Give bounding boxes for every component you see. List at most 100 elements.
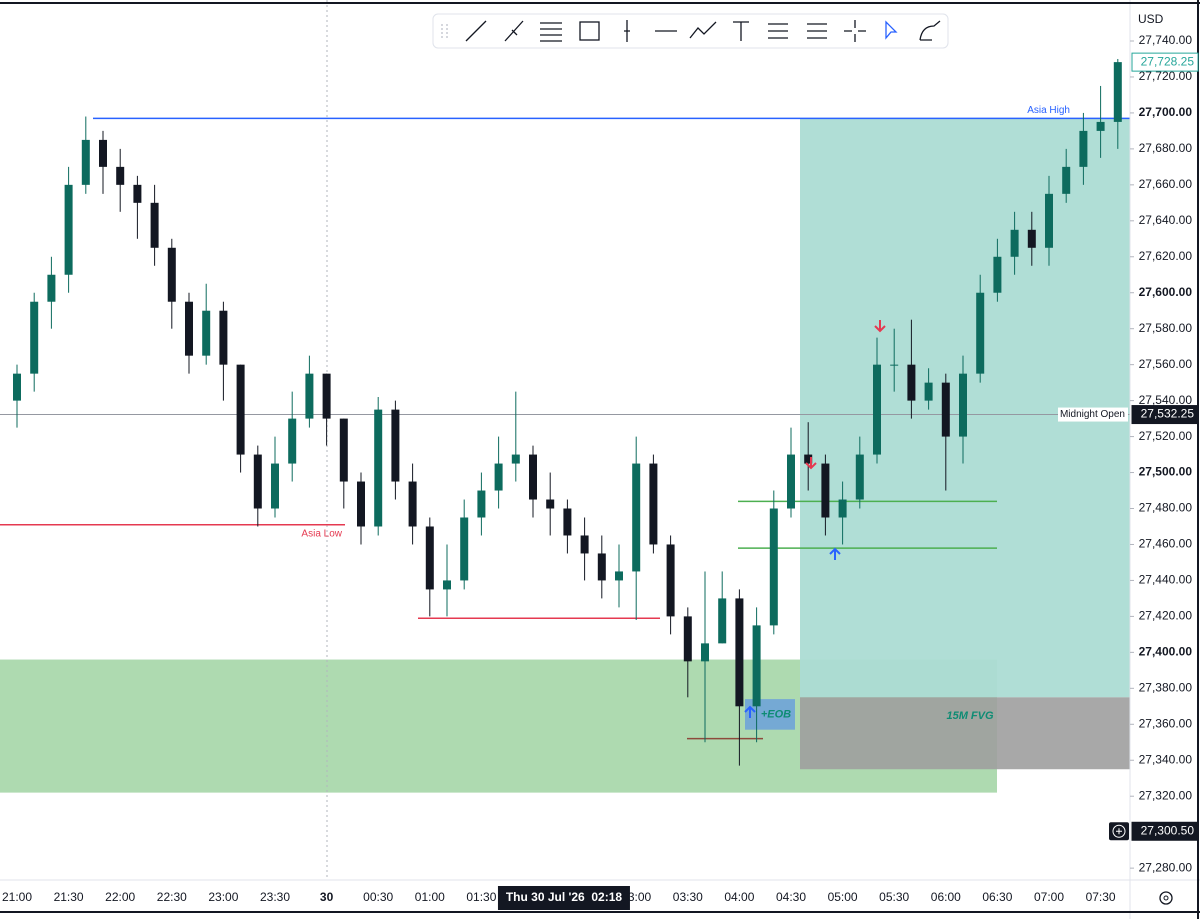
candle-body bbox=[735, 598, 744, 707]
candle-body bbox=[666, 544, 675, 617]
x-tick-label: 21:00 bbox=[2, 890, 32, 904]
candle-body bbox=[580, 535, 589, 554]
level-label: Midnight Open bbox=[1060, 409, 1125, 420]
candle-body bbox=[683, 616, 692, 662]
settings-icon[interactable] bbox=[1159, 891, 1173, 905]
candle-body bbox=[769, 508, 778, 626]
y-tick-label: 27,280.00 bbox=[1139, 860, 1193, 874]
candle-body bbox=[339, 418, 348, 482]
vertical-line-tool[interactable] bbox=[624, 20, 630, 42]
candle-body bbox=[64, 184, 73, 275]
candle-body bbox=[425, 526, 434, 590]
zone-label: 15M FVG bbox=[946, 710, 994, 722]
candle-body bbox=[150, 202, 159, 248]
candle-body bbox=[1010, 229, 1019, 257]
x-tick-label: 03:30 bbox=[673, 890, 703, 904]
candle-body bbox=[30, 301, 39, 374]
candle-body bbox=[976, 292, 985, 374]
ray-tool[interactable] bbox=[504, 20, 524, 42]
candle-body bbox=[511, 454, 520, 464]
x-tick-label: 07:30 bbox=[1086, 890, 1116, 904]
axes: 27,280.00 27,320.00 27,340.00 27,360.00 27,3… bbox=[2, 33, 1199, 910]
candle-body bbox=[804, 454, 813, 464]
long-position-tool[interactable] bbox=[807, 23, 827, 39]
price-tag-label: 27,532.25 bbox=[1141, 407, 1195, 421]
candle-body bbox=[597, 553, 606, 581]
level-label-bg bbox=[1058, 407, 1128, 422]
settings-gear[interactable] bbox=[1163, 895, 1169, 901]
sell-arrow bbox=[874, 320, 886, 333]
x-tick-label: 22:00 bbox=[105, 890, 135, 904]
x-tick-label: 06:00 bbox=[931, 890, 961, 904]
candles bbox=[13, 58, 1122, 766]
candle-body bbox=[890, 364, 899, 366]
y-tick-label: 27,360.00 bbox=[1139, 716, 1193, 730]
trend-line-tool[interactable] bbox=[465, 20, 487, 42]
settings-gear[interactable] bbox=[1159, 891, 1173, 905]
candle-body bbox=[907, 364, 916, 401]
candle-body bbox=[391, 409, 400, 482]
candle-body bbox=[288, 418, 297, 464]
candle-body bbox=[13, 373, 21, 401]
candle-body bbox=[993, 256, 1002, 293]
candle-body bbox=[374, 409, 383, 527]
x-tick-label: 07:00 bbox=[1034, 890, 1064, 904]
candle-body bbox=[253, 454, 262, 509]
candle-body bbox=[47, 274, 56, 302]
candle-body bbox=[271, 463, 279, 509]
zone bbox=[800, 697, 1130, 770]
x-tick-label: 23:00 bbox=[208, 890, 238, 904]
candle-body bbox=[219, 310, 228, 365]
candle-body bbox=[838, 499, 847, 518]
x-tick-label: 22:30 bbox=[157, 890, 187, 904]
buy-arrow bbox=[744, 705, 756, 718]
candle-body bbox=[1045, 193, 1053, 248]
candle-body bbox=[718, 598, 727, 644]
candle-body bbox=[305, 373, 314, 419]
y-tick-label: 27,460.00 bbox=[1139, 537, 1193, 551]
x-tick-label: 04:00 bbox=[724, 890, 754, 904]
y-tick-label: 27,620.00 bbox=[1139, 249, 1193, 263]
currency[interactable]: USD bbox=[1138, 12, 1164, 26]
y-tick-label: 27,480.00 bbox=[1139, 501, 1193, 515]
short-position-tool[interactable] bbox=[768, 23, 788, 39]
cursor-tool[interactable] bbox=[885, 20, 898, 40]
toolbar bbox=[432, 13, 949, 49]
markers bbox=[744, 320, 886, 718]
candle-body bbox=[924, 382, 933, 401]
candle-body bbox=[787, 454, 795, 509]
candle-body bbox=[752, 625, 761, 707]
levels: Asia High Asia Low Midnight Open bbox=[0, 105, 1130, 740]
candle-body bbox=[408, 481, 417, 527]
add-alert-icon bbox=[1112, 824, 1126, 838]
y-tick-label: 27,600.00 bbox=[1139, 285, 1193, 299]
candle-body bbox=[1079, 130, 1088, 167]
brush-tool[interactable] bbox=[919, 20, 941, 41]
x-tick-label: 21:30 bbox=[54, 890, 84, 904]
y-tick-label: 27,560.00 bbox=[1139, 357, 1193, 371]
candle-body bbox=[873, 364, 881, 455]
x-tick-label: 05:00 bbox=[828, 890, 858, 904]
candle-body bbox=[1062, 166, 1071, 194]
rectangle-tool[interactable] bbox=[579, 21, 600, 41]
add-alert-icon bbox=[1116, 828, 1122, 835]
y-tick-label: 27,660.00 bbox=[1139, 177, 1193, 191]
candle-body bbox=[494, 463, 503, 491]
x-tick-label: 01:00 bbox=[415, 890, 445, 904]
path-tool[interactable] bbox=[689, 21, 717, 39]
text-tool[interactable] bbox=[733, 21, 749, 41]
candle-body bbox=[546, 499, 555, 509]
crosshair-tool[interactable] bbox=[844, 20, 866, 42]
candle-body bbox=[99, 139, 107, 167]
candle-body bbox=[357, 481, 365, 527]
toolbar-panel bbox=[432, 13, 949, 49]
x-tick-label: 30 bbox=[320, 890, 334, 904]
x-tick-label: 01:30 bbox=[466, 890, 496, 904]
fib-tool[interactable] bbox=[540, 22, 562, 42]
candle-body bbox=[941, 382, 950, 437]
y-tick-label: 27,640.00 bbox=[1139, 213, 1193, 227]
y-tick-label: 27,400.00 bbox=[1139, 645, 1193, 659]
candle-body bbox=[116, 166, 125, 185]
candle-body bbox=[236, 364, 245, 455]
x-tick-label: 00:30 bbox=[363, 890, 393, 904]
